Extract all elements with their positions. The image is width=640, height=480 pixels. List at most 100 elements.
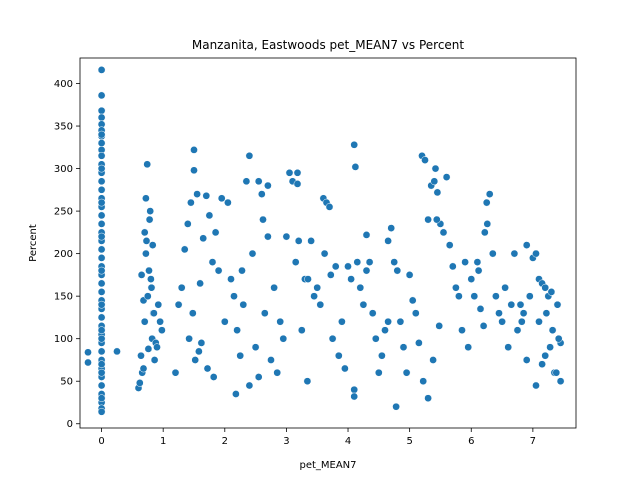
data-point (430, 177, 439, 186)
y-axis-label: Percent (28, 224, 39, 262)
x-tick-label: 1 (160, 436, 166, 447)
data-point (264, 181, 272, 190)
data-point (145, 215, 154, 224)
data-point (522, 356, 531, 364)
data-point (254, 373, 263, 381)
data-point (142, 237, 151, 245)
x-tick-label: 7 (530, 436, 536, 447)
data-point (408, 296, 417, 305)
data-point (203, 364, 212, 373)
data-point (97, 254, 106, 262)
data-point (432, 215, 441, 224)
data-point (419, 377, 428, 386)
data-point (455, 292, 463, 301)
data-point (97, 130, 106, 139)
data-point (245, 151, 254, 160)
data-point (297, 326, 306, 335)
data-point (279, 334, 288, 343)
data-point (542, 309, 551, 318)
data-point (196, 279, 204, 288)
data-point (384, 237, 392, 245)
data-point (485, 190, 494, 198)
data-point (473, 258, 482, 266)
y-tick-label: 150 (54, 292, 73, 303)
data-point (97, 139, 106, 147)
data-point (143, 292, 152, 301)
data-point (331, 262, 340, 271)
data-point (248, 249, 257, 258)
data-point (350, 385, 359, 394)
data-point (97, 300, 106, 309)
data-point (233, 326, 241, 335)
data-point (260, 309, 269, 318)
data-point (359, 300, 368, 309)
data-point (84, 358, 92, 367)
data-point (245, 381, 254, 390)
data-point (177, 283, 186, 292)
data-point (350, 392, 359, 401)
data-point (396, 317, 405, 326)
data-point (353, 258, 362, 266)
data-point (187, 198, 195, 207)
data-point (220, 317, 229, 326)
data-point (474, 266, 483, 275)
data-point (554, 334, 563, 343)
data-point (365, 258, 374, 266)
data-point (150, 356, 159, 364)
data-point (374, 368, 383, 377)
data-point (135, 379, 144, 387)
data-point (259, 215, 267, 224)
data-point (334, 351, 343, 360)
data-point (431, 164, 440, 173)
data-point (97, 266, 106, 275)
data-point (209, 373, 218, 381)
data-point (291, 258, 300, 266)
data-point (242, 177, 251, 186)
x-tick-label: 3 (283, 436, 289, 447)
data-point (362, 231, 371, 239)
data-point (232, 390, 240, 398)
data-point (341, 364, 349, 373)
x-tick-label: 6 (468, 436, 474, 447)
data-point (145, 266, 153, 275)
data-point (251, 343, 260, 352)
data-point (424, 394, 432, 403)
data-point (483, 220, 492, 228)
data-point (97, 185, 106, 194)
data-point (97, 360, 106, 369)
x-axis-label: pet_MEAN7 (299, 460, 356, 471)
data-point (180, 245, 189, 254)
data-point (270, 283, 278, 292)
data-point (448, 262, 457, 271)
data-point (504, 343, 513, 352)
x-tick-label: 2 (222, 436, 228, 447)
data-point (227, 275, 235, 283)
data-point (482, 198, 491, 207)
y-tick-label: 400 (54, 79, 73, 90)
data-point (384, 317, 392, 326)
data-point (424, 215, 432, 224)
data-point (371, 334, 380, 343)
data-point (470, 292, 479, 301)
data-point (97, 245, 106, 254)
x-tick-label: 0 (98, 436, 104, 447)
data-point (202, 191, 211, 200)
data-point (97, 91, 106, 100)
data-point (190, 146, 198, 154)
data-point (205, 211, 214, 220)
data-point (197, 339, 206, 347)
data-point (97, 151, 106, 160)
data-point (390, 258, 399, 266)
data-point (195, 347, 203, 356)
data-point (538, 360, 546, 369)
data-point (548, 326, 557, 335)
data-point (285, 168, 294, 177)
data-point (356, 283, 365, 292)
data-point (254, 177, 263, 186)
data-point (146, 207, 155, 215)
data-point (97, 220, 106, 228)
data-point (326, 271, 335, 279)
data-point (97, 368, 106, 377)
data-point (347, 275, 355, 283)
